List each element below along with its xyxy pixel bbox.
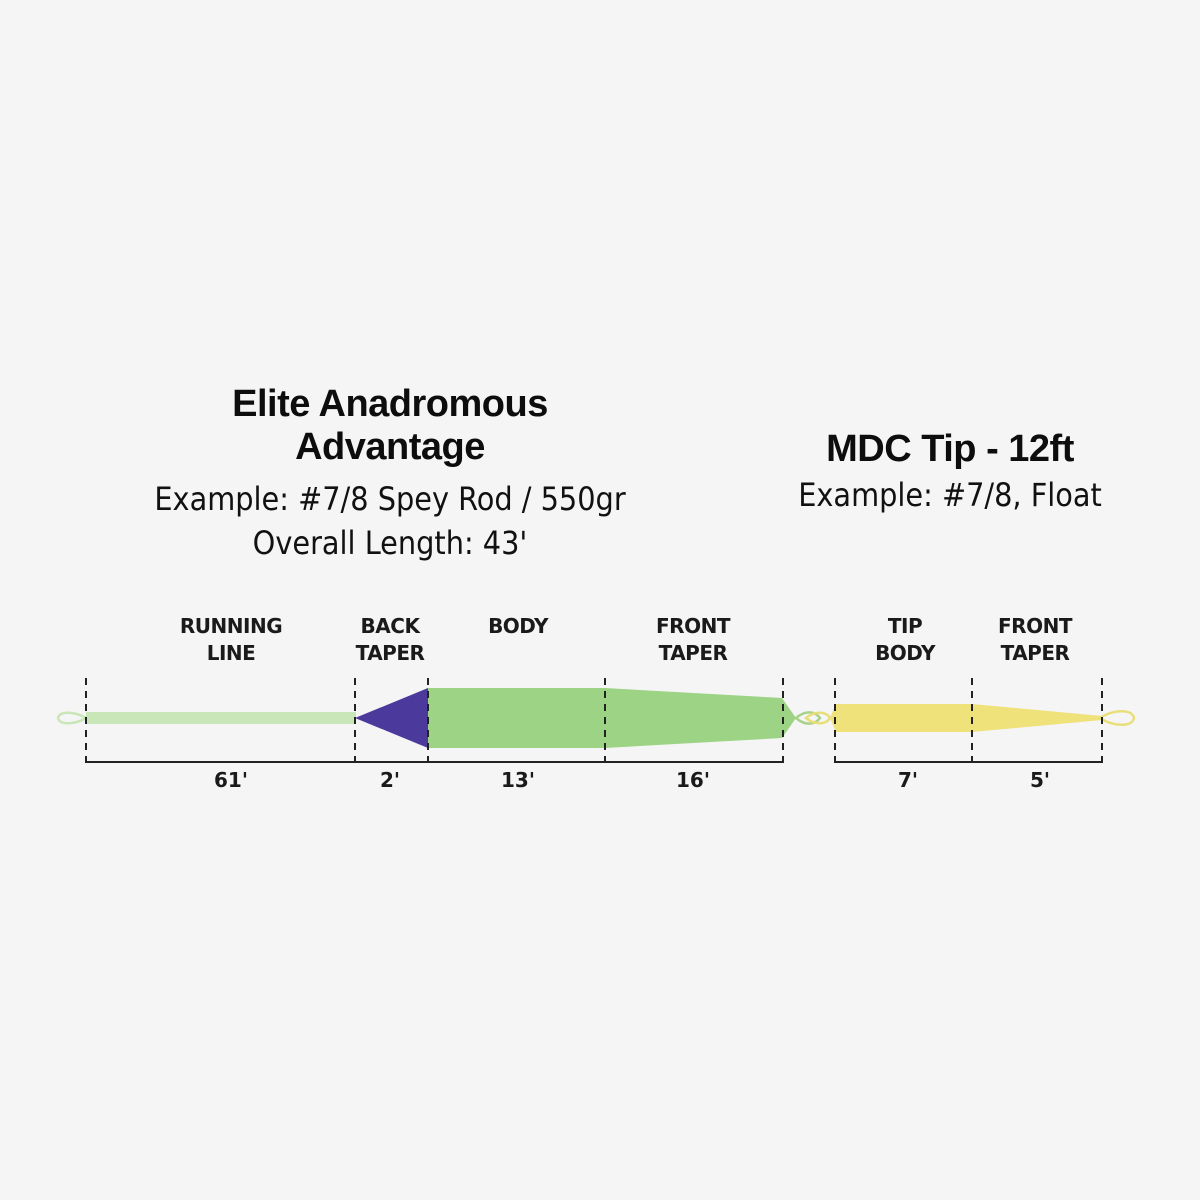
segment-label-line2: TAPER: [1000, 641, 1070, 665]
tip-title: MDC Tip - 12ft: [826, 428, 1074, 470]
length-back-taper: 2': [379, 768, 401, 792]
segment-label-line1: BACK: [360, 614, 420, 638]
tip-example: Example: #7/8, Float: [798, 476, 1102, 514]
segment-label-tip-body: TIP BODY: [875, 613, 935, 667]
connector-loop-icon: [794, 711, 822, 725]
tip-shape: [830, 704, 1102, 732]
segment-label-back-taper: BACK TAPER: [356, 613, 425, 667]
front-loop-icon: [1097, 710, 1136, 726]
segment-label-running-line: RUNNING LINE: [179, 613, 283, 667]
length-front-taper: 16': [676, 768, 710, 792]
running-line-shape: [86, 712, 356, 724]
back-taper-shape: [355, 688, 428, 748]
line-title-second: Advantage: [295, 426, 485, 468]
segment-label-front-taper: FRONT TAPER: [656, 613, 730, 667]
segment-label-line2: TAPER: [355, 641, 425, 665]
segment-label-tip-front-taper: FRONT TAPER: [998, 613, 1072, 667]
segment-label-line2: TAPER: [658, 641, 728, 665]
rear-loop-icon: [56, 711, 89, 725]
segment-label-line2: BODY: [875, 641, 935, 665]
length-tip-front-taper: 5': [1029, 768, 1051, 792]
segment-label-line2: LINE: [206, 641, 256, 665]
segment-label-line1: FRONT: [998, 614, 1072, 638]
segment-label-body: BODY: [488, 613, 548, 640]
segment-label-line1: RUNNING: [179, 614, 283, 638]
segment-label-line1: BODY: [488, 614, 548, 638]
segment-dividers: [85, 678, 1103, 768]
segment-label-line1: FRONT: [656, 614, 730, 638]
line-overall-length: Overall Length: 43': [252, 524, 528, 562]
length-running-line: 61': [214, 768, 248, 792]
segment-label-line1: TIP: [887, 614, 923, 638]
line-title: Elite Anadromous: [232, 383, 548, 425]
length-body: 13': [501, 768, 535, 792]
line-example: Example: #7/8 Spey Rod / 550gr: [154, 480, 626, 518]
length-tip-body: 7': [897, 768, 919, 792]
body-shape: [428, 688, 796, 748]
